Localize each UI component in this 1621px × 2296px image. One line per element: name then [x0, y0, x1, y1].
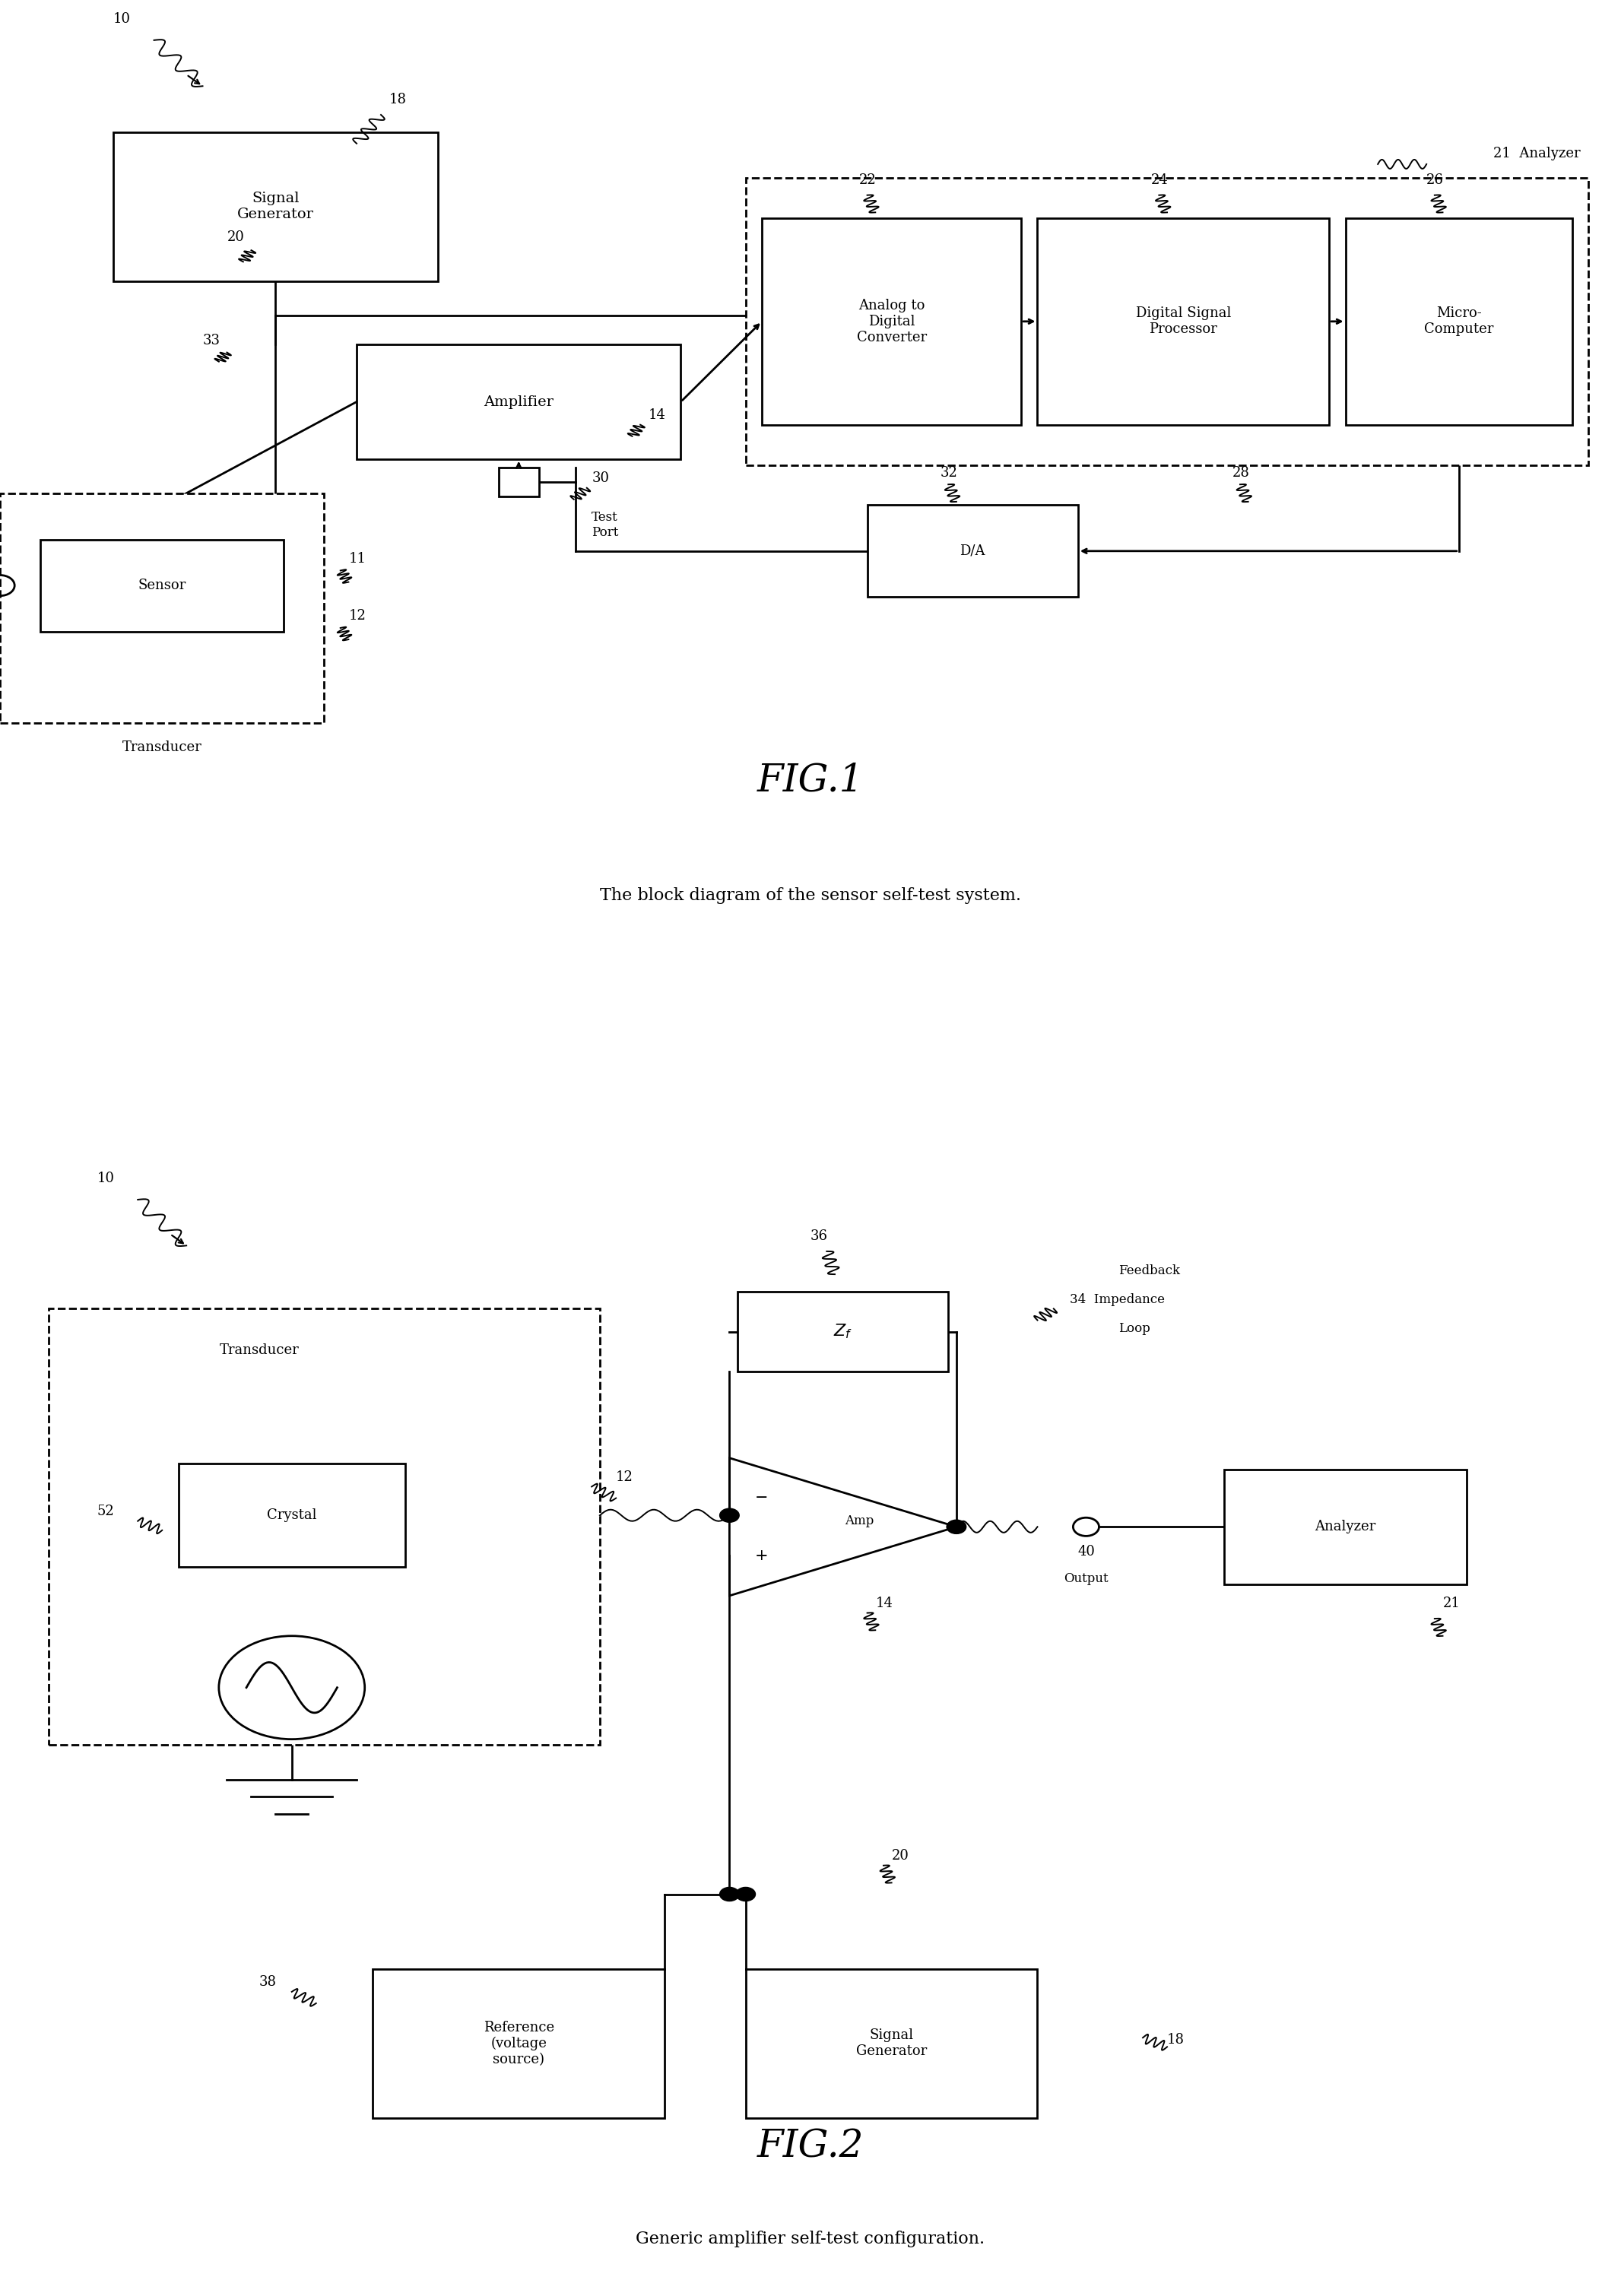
- FancyBboxPatch shape: [1037, 218, 1329, 425]
- FancyBboxPatch shape: [746, 1970, 1037, 2117]
- Text: Loop: Loop: [1118, 1322, 1151, 1334]
- FancyBboxPatch shape: [499, 468, 538, 496]
- Text: 11: 11: [349, 551, 366, 565]
- Text: Generic amplifier self-test configuration.: Generic amplifier self-test configuratio…: [635, 2229, 986, 2248]
- FancyBboxPatch shape: [762, 218, 1021, 425]
- Text: 52: 52: [97, 1504, 115, 1518]
- Text: 14: 14: [875, 1596, 893, 1609]
- Text: Transducer: Transducer: [219, 1343, 300, 1357]
- FancyBboxPatch shape: [746, 179, 1589, 464]
- Text: 28: 28: [1232, 466, 1250, 480]
- Circle shape: [736, 1887, 755, 1901]
- Text: 34  Impedance: 34 Impedance: [1070, 1293, 1165, 1306]
- Text: −: −: [755, 1490, 768, 1506]
- Text: Analyzer: Analyzer: [1315, 1520, 1376, 1534]
- Text: 21: 21: [1443, 1596, 1461, 1609]
- Text: Feedback: Feedback: [1118, 1265, 1180, 1277]
- Text: $Z_f$: $Z_f$: [833, 1322, 853, 1341]
- Circle shape: [947, 1520, 966, 1534]
- Circle shape: [720, 1508, 739, 1522]
- Text: Amp: Amp: [845, 1515, 874, 1527]
- FancyBboxPatch shape: [113, 131, 438, 280]
- Text: 40: 40: [1078, 1545, 1094, 1559]
- FancyBboxPatch shape: [1345, 218, 1572, 425]
- Text: FIG.1: FIG.1: [757, 762, 864, 799]
- Text: Sensor: Sensor: [138, 579, 186, 592]
- FancyBboxPatch shape: [49, 1309, 600, 1745]
- Text: 12: 12: [616, 1469, 634, 1483]
- Text: 12: 12: [349, 608, 366, 622]
- Text: Micro-
Computer: Micro- Computer: [1425, 308, 1493, 335]
- Text: 20: 20: [892, 1848, 909, 1862]
- Text: FIG.2: FIG.2: [757, 2128, 864, 2165]
- Text: Signal
Generator: Signal Generator: [856, 2030, 927, 2057]
- FancyBboxPatch shape: [867, 505, 1078, 597]
- Text: Crystal: Crystal: [267, 1508, 316, 1522]
- FancyBboxPatch shape: [738, 1290, 948, 1373]
- Text: Amplifier: Amplifier: [483, 395, 554, 409]
- Text: 33: 33: [203, 333, 220, 347]
- Text: 26: 26: [1426, 172, 1444, 186]
- Text: 30: 30: [592, 471, 609, 484]
- FancyBboxPatch shape: [373, 1970, 665, 2117]
- Text: 10: 10: [113, 11, 131, 25]
- Text: Analog to
Digital
Converter: Analog to Digital Converter: [856, 298, 927, 344]
- Text: Test
Port: Test Port: [592, 510, 619, 540]
- Text: 14: 14: [648, 409, 666, 422]
- Text: D/A: D/A: [960, 544, 986, 558]
- Text: Digital Signal
Processor: Digital Signal Processor: [1136, 308, 1230, 335]
- Text: 21  Analyzer: 21 Analyzer: [1493, 147, 1580, 161]
- Text: 32: 32: [940, 466, 958, 480]
- FancyBboxPatch shape: [1224, 1469, 1467, 1584]
- Text: 24: 24: [1151, 172, 1169, 186]
- Text: 22: 22: [859, 172, 877, 186]
- Text: Signal
Generator: Signal Generator: [237, 193, 314, 220]
- Text: Output: Output: [1063, 1573, 1109, 1584]
- Text: 36: 36: [810, 1228, 828, 1242]
- FancyBboxPatch shape: [0, 494, 324, 723]
- Text: 38: 38: [259, 1975, 277, 1988]
- Circle shape: [720, 1887, 739, 1901]
- Text: The block diagram of the sensor self-test system.: The block diagram of the sensor self-tes…: [600, 886, 1021, 905]
- FancyBboxPatch shape: [178, 1465, 405, 1566]
- Text: +: +: [755, 1548, 768, 1564]
- Text: Transducer: Transducer: [122, 739, 203, 753]
- Text: 18: 18: [1167, 2032, 1185, 2046]
- Text: 20: 20: [227, 230, 245, 243]
- Text: 10: 10: [97, 1171, 115, 1185]
- FancyBboxPatch shape: [41, 540, 284, 631]
- FancyBboxPatch shape: [357, 344, 681, 459]
- Text: Reference
(voltage
source): Reference (voltage source): [483, 2020, 554, 2066]
- Text: 18: 18: [389, 92, 407, 106]
